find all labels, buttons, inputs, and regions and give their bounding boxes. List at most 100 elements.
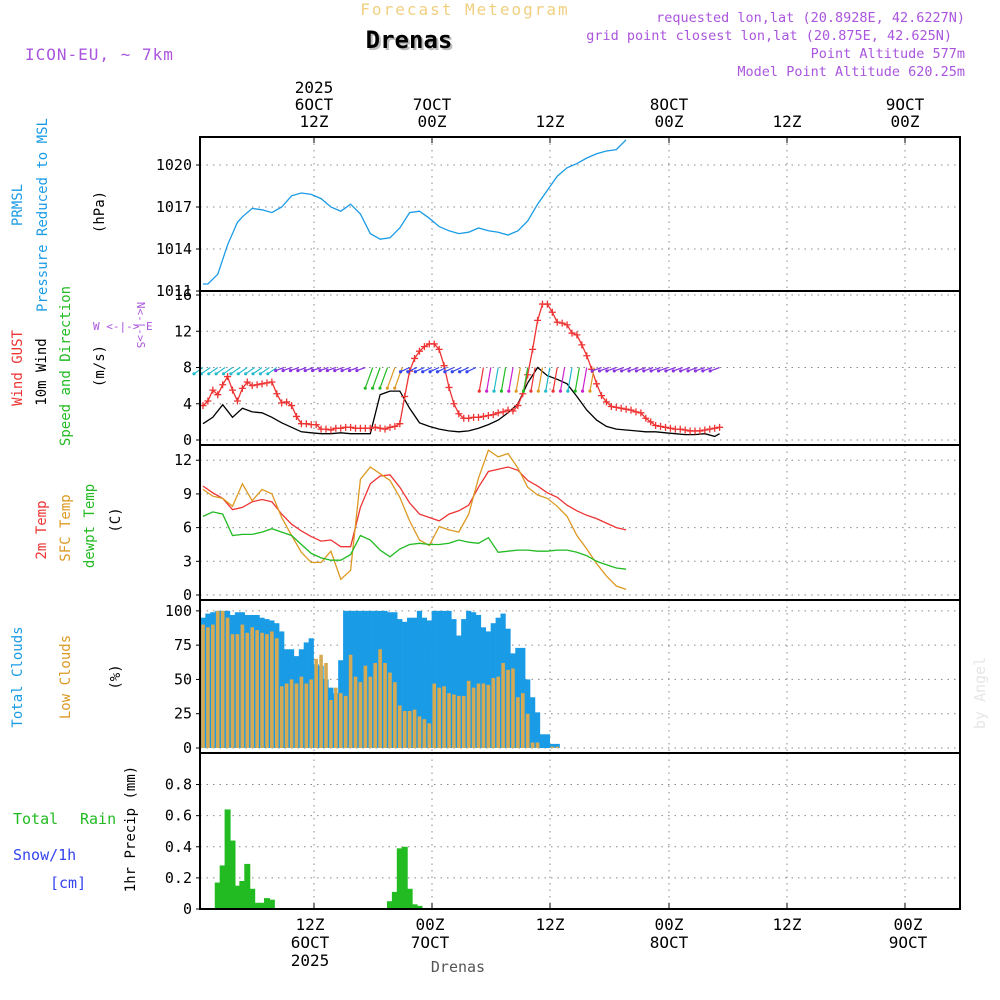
low-cloud-bar (206, 627, 210, 748)
total-cloud-bar (436, 610, 442, 748)
top-tick-label: 00Z (891, 112, 920, 131)
top-tick-label: 12Z (773, 112, 802, 131)
wind-direction-arrow (372, 367, 381, 389)
precip-bar (391, 891, 398, 909)
label-ms: (m/s) (92, 345, 108, 387)
compass-ns: N<-|->S (134, 302, 147, 348)
wind-arrow-head (311, 368, 315, 373)
y-tick-label: 1017 (156, 198, 192, 216)
gust-marker (233, 397, 241, 405)
total-cloud-bar (471, 612, 477, 748)
wind-direction-arrow (386, 367, 396, 389)
y-tick-label: 100 (165, 602, 192, 620)
top-time-axis: 2025 6OCT 12Z 7OCT 00Z 12Z 8OCT 00Z 12Z … (295, 78, 925, 131)
clouds-panel (200, 610, 560, 748)
low-cloud-bar (363, 665, 368, 748)
gust-marker (612, 403, 620, 411)
low-cloud-bar (343, 695, 348, 748)
wind-direction-arrow (709, 366, 720, 372)
wind-arrow-head (266, 372, 270, 376)
wind-direction-arrow (407, 366, 418, 373)
product-title: Forecast Meteogram (360, 0, 569, 19)
top-tick-label: 00Z (655, 112, 684, 131)
low-cloud-bar (432, 683, 437, 748)
wind-arrow-head (428, 370, 432, 374)
wind-arrow-head (590, 369, 594, 373)
wind-arrow-head (605, 369, 609, 373)
wind-arrow-head (325, 368, 329, 373)
total-cloud-bar (461, 619, 467, 748)
precip-bar (406, 888, 413, 909)
low-cloud-bar (422, 719, 427, 748)
y-tick-label: 12 (174, 322, 192, 340)
low-cloud-bar (294, 683, 299, 748)
gust-marker (209, 386, 217, 394)
gust-marker (229, 386, 237, 394)
low-cloud-bar (245, 632, 250, 748)
gust-marker (381, 425, 389, 433)
low-cloud-bar (398, 705, 402, 748)
wind-arrow-head (573, 389, 577, 393)
wind-arrow-head (281, 368, 285, 373)
label-cm: [cm] (50, 874, 86, 892)
bottom-tick-label: 00Z (894, 915, 923, 934)
gust-marker (415, 347, 423, 355)
low-cloud-bar (496, 676, 500, 748)
y-tick-label: 16 (174, 286, 192, 304)
wind-direction-arrow (591, 366, 602, 372)
label-total-clouds: Total Clouds (10, 626, 26, 727)
top-tick-label: 2025 (295, 78, 334, 97)
y-tick-label: 1011 (156, 282, 192, 300)
y-tick-label: 0 (183, 586, 192, 604)
gust-marker (450, 400, 458, 408)
gust-marker (273, 390, 281, 398)
gust-marker (337, 424, 345, 432)
wind-arrow-head (477, 389, 481, 393)
y-tick-label: 0 (183, 739, 192, 757)
wind-direction-arrow (215, 367, 226, 375)
gust-marker (455, 410, 463, 418)
wind-direction-arrow (658, 366, 669, 372)
wind-arrow-head (558, 389, 563, 393)
gust-marker (366, 424, 374, 432)
gust-marker (573, 331, 581, 339)
label-wind-gust: Wind GUST (10, 330, 26, 406)
bottom-tick-label: 2025 (291, 951, 330, 970)
label-dewpt-temp: dewpt Temp (82, 484, 98, 568)
wind-arrow-head (229, 372, 233, 376)
low-cloud-bar (250, 627, 254, 748)
wind-arrow-head (701, 369, 705, 373)
low-cloud-bar (471, 687, 476, 748)
model-point-altitude: Model Point Altitude 620.25m (737, 64, 965, 80)
wind-arrow-head (413, 370, 417, 374)
wind-direction-arrow (537, 367, 544, 392)
wind-direction-arrow (614, 366, 624, 372)
total-cloud-bar (534, 712, 541, 748)
wind-arrow-head (544, 389, 548, 393)
low-cloud-bar (265, 634, 269, 748)
wind-direction-arrow (459, 366, 469, 373)
wind-direction-arrow (650, 366, 661, 372)
wind-arrow-head (514, 389, 518, 393)
cloud-labels: Total Clouds Low Clouds (%) (10, 626, 124, 727)
precip-panel (214, 809, 423, 909)
wind-direction-arrow (230, 367, 241, 375)
gust-marker (401, 393, 409, 400)
wind-arrow-head (507, 389, 511, 393)
gust-marker (553, 318, 561, 326)
precip-bar (401, 846, 408, 909)
wind-direction-arrow (451, 366, 462, 373)
low-cloud-bar (230, 634, 235, 748)
wind-arrow-head (274, 368, 278, 373)
low-cloud-bar (275, 638, 279, 748)
wind-direction-arrow (415, 366, 425, 373)
low-cloud-bar (412, 709, 417, 748)
total-cloud-bar (357, 610, 364, 748)
precip-labels: Total Rain Snow/1h [cm] 1hr Precip (mm) (13, 766, 139, 892)
wind-arrow-head (634, 369, 639, 373)
bottom-tick-label: 00Z (655, 915, 684, 934)
wind-direction-arrow (429, 366, 440, 373)
gust-marker (716, 423, 724, 431)
wind-direction-arrow (245, 367, 256, 375)
y-tick-label: 25 (174, 705, 192, 723)
